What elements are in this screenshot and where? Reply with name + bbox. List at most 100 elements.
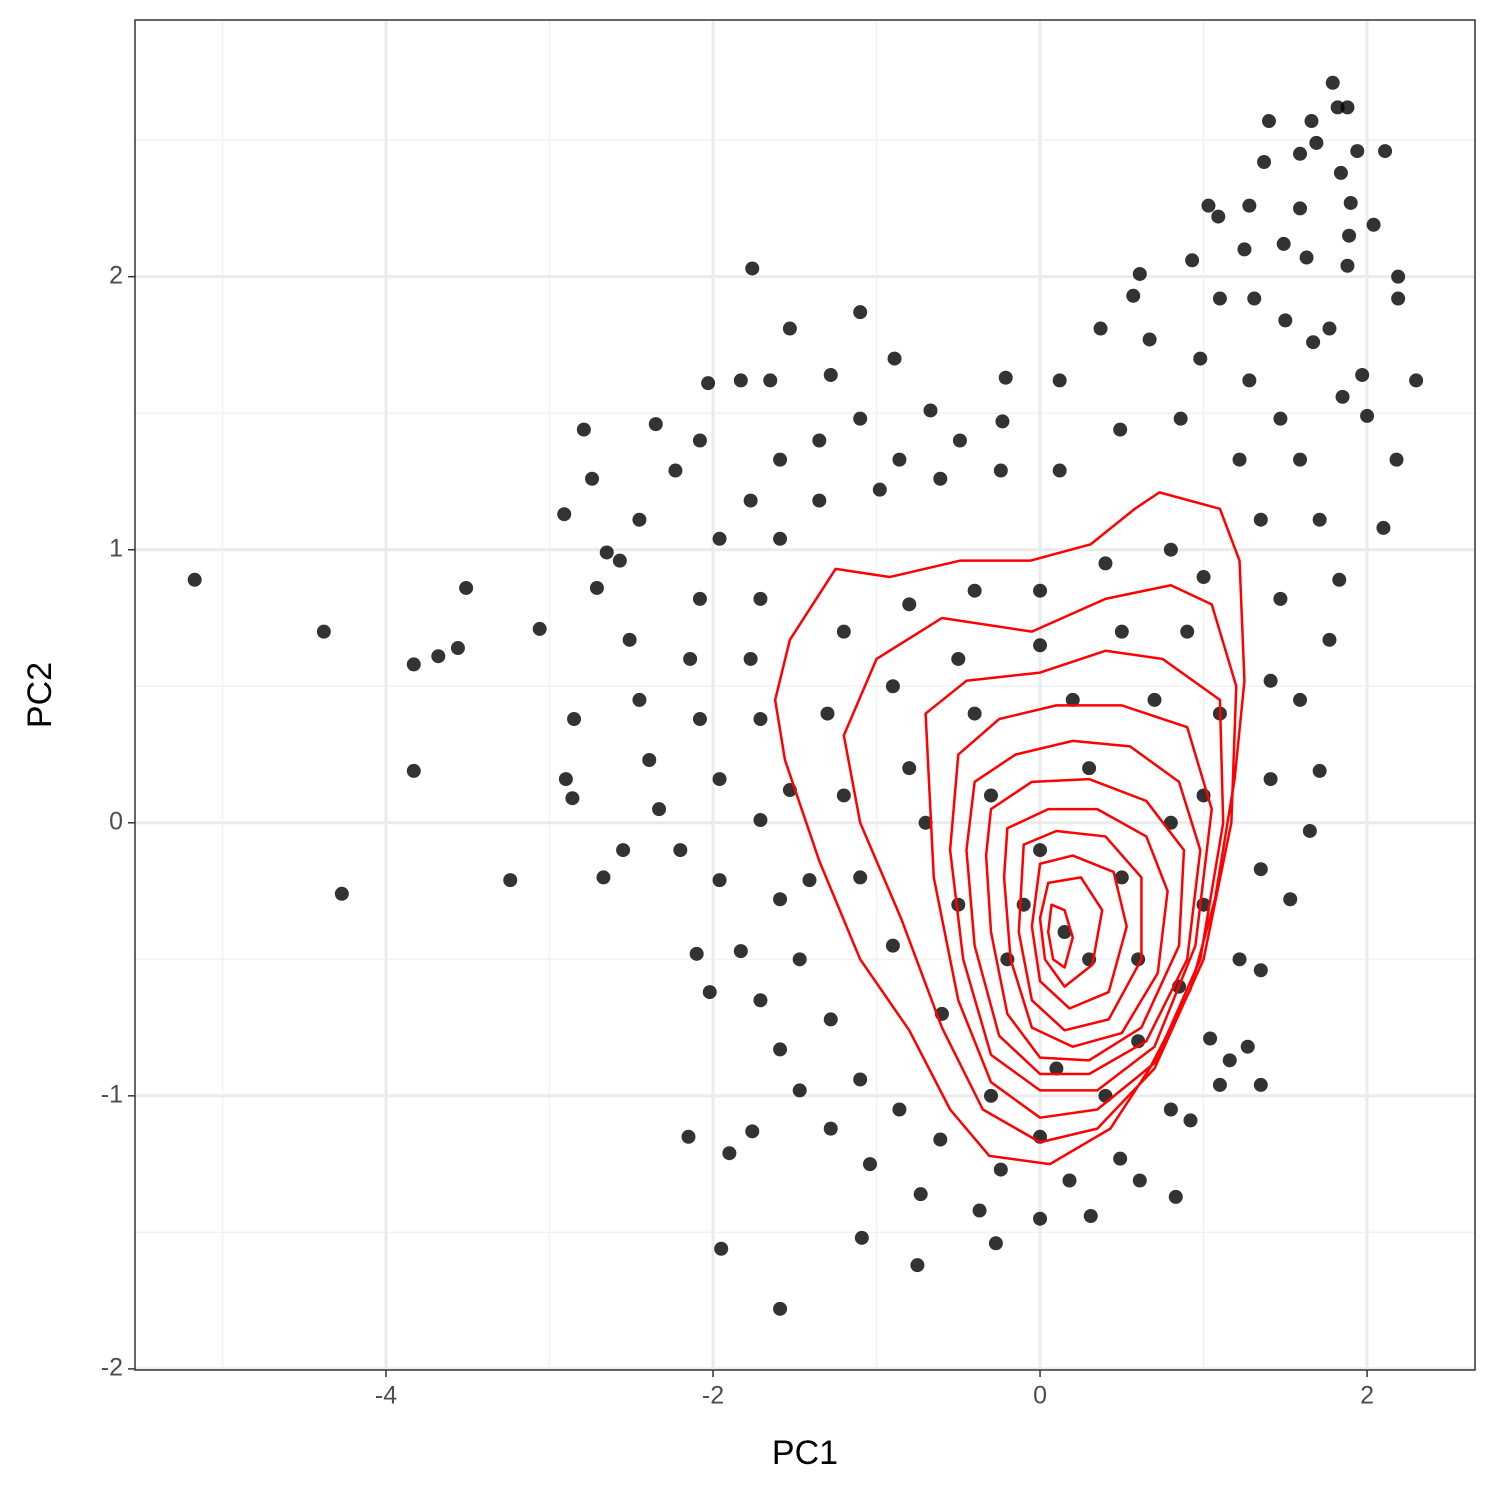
point [1247, 291, 1262, 306]
point [753, 993, 768, 1008]
point [187, 572, 202, 587]
point [1312, 763, 1327, 778]
point [993, 463, 1008, 478]
point [753, 712, 768, 727]
point [1240, 1039, 1255, 1054]
point [1065, 692, 1080, 707]
point [1098, 556, 1113, 571]
point [733, 373, 748, 388]
point [1293, 146, 1308, 161]
point [773, 1042, 788, 1057]
point [823, 1121, 838, 1136]
point [1183, 1113, 1198, 1128]
y-tick-label: 2 [109, 261, 123, 289]
point [459, 580, 474, 595]
point [853, 1072, 868, 1087]
point [1033, 843, 1048, 858]
point [892, 1102, 907, 1117]
point [1333, 165, 1348, 180]
point [1253, 862, 1268, 877]
point [558, 772, 573, 787]
point [668, 463, 683, 478]
point [701, 376, 716, 391]
point [557, 507, 572, 522]
point [714, 1241, 729, 1256]
point [812, 493, 827, 508]
point [745, 261, 760, 276]
point [853, 305, 868, 320]
density-contour [773, 491, 1246, 1166]
point [1332, 572, 1347, 587]
point [612, 553, 627, 568]
point [773, 531, 788, 546]
point [1304, 114, 1319, 129]
point [1340, 258, 1355, 273]
point [1062, 1173, 1077, 1188]
point [648, 417, 663, 432]
point [503, 873, 518, 888]
point [1391, 269, 1406, 284]
point [1276, 236, 1291, 251]
point [567, 712, 582, 727]
point [836, 788, 851, 803]
point [1052, 373, 1067, 388]
point [712, 873, 727, 888]
point [923, 403, 938, 418]
point [689, 946, 704, 961]
point [802, 873, 817, 888]
point [1203, 1031, 1218, 1046]
point [998, 370, 1013, 385]
point [1360, 408, 1375, 423]
point [1098, 1088, 1113, 1103]
point [1340, 100, 1355, 115]
point [792, 952, 807, 967]
point [836, 624, 851, 639]
point [743, 493, 758, 508]
point [1335, 389, 1350, 404]
point [673, 843, 688, 858]
density-contour [984, 777, 1186, 1062]
point [1093, 321, 1108, 336]
point [450, 641, 465, 656]
point [692, 712, 707, 727]
point [902, 597, 917, 612]
density-contour [1030, 854, 1128, 1010]
point [1253, 963, 1268, 978]
point [913, 1187, 928, 1202]
point [596, 870, 611, 885]
point [1366, 217, 1381, 232]
point [887, 351, 902, 366]
point [1242, 198, 1257, 213]
point [1163, 542, 1178, 557]
point [951, 651, 966, 666]
point [406, 657, 421, 672]
point [1257, 154, 1272, 169]
point [1201, 198, 1216, 213]
point [753, 591, 768, 606]
point [1114, 870, 1129, 885]
point [745, 1124, 760, 1139]
point [1293, 201, 1308, 216]
point [753, 813, 768, 828]
marks [187, 75, 1424, 1316]
point [1242, 373, 1257, 388]
point [1163, 1102, 1178, 1117]
point [951, 897, 966, 912]
density-contour [1017, 829, 1143, 1032]
point [1163, 815, 1178, 830]
point [820, 706, 835, 721]
x-axis-title: PC1 [772, 1434, 838, 1472]
point [1263, 673, 1278, 688]
density-contour [1002, 807, 1169, 1048]
point [681, 1129, 696, 1144]
point [1113, 1151, 1128, 1166]
point [1253, 1077, 1268, 1092]
point [585, 471, 600, 486]
point [1309, 135, 1324, 150]
point [1322, 632, 1337, 647]
point [599, 545, 614, 560]
point [712, 772, 727, 787]
point [1222, 1053, 1237, 1068]
point [1212, 1077, 1227, 1092]
